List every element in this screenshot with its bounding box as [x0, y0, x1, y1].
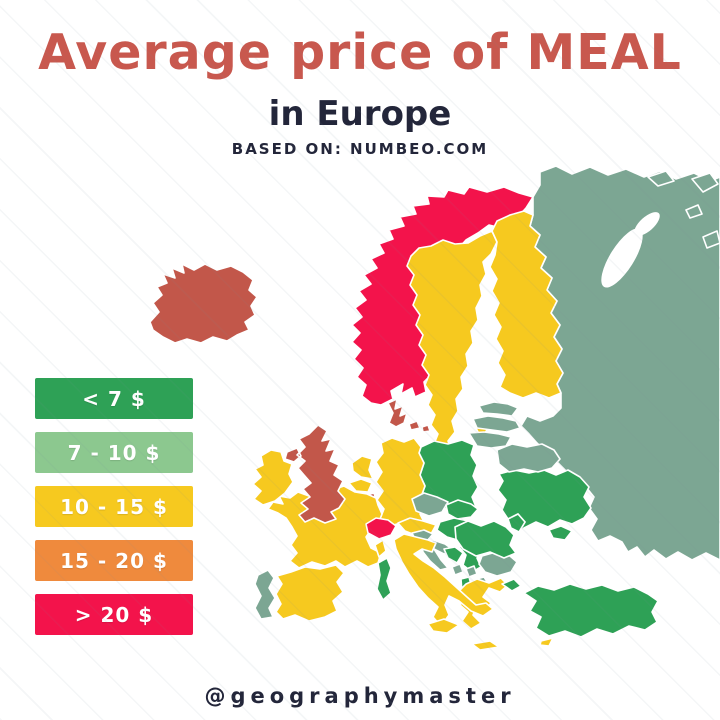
- legend-item-15-20: 15 - 20 $: [35, 540, 193, 581]
- legend-label: 10 - 15 $: [60, 494, 168, 519]
- country-belgium: [348, 478, 373, 493]
- country-bosnia: [443, 546, 464, 564]
- country-crete: [471, 640, 500, 651]
- legend-label: < 7 $: [82, 386, 146, 411]
- country-turkey: [501, 578, 659, 638]
- country-cyprus: [539, 637, 554, 647]
- legend-item-over-20: > 20 $: [35, 594, 193, 635]
- country-corsica: [374, 539, 387, 558]
- country-arctic-islands: [647, 170, 720, 249]
- country-crimea: [548, 525, 573, 541]
- country-switzerland: [365, 517, 397, 540]
- white-sea: [601, 228, 643, 288]
- page-title: Average price of MEAL: [38, 24, 682, 81]
- legend-label: 7 - 10 $: [67, 440, 161, 465]
- source-note: BASED ON: NUMBEO.COM: [231, 140, 489, 158]
- country-spain: [275, 564, 345, 622]
- country-kosovo: [465, 565, 478, 578]
- legend-item-10-15: 10 - 15 $: [35, 486, 193, 527]
- legend: < 7 $ 7 - 10 $ 10 - 15 $ 15 - 20 $ > 20 …: [35, 378, 193, 648]
- page-subtitle: in Europe: [268, 94, 452, 134]
- country-czechia: [411, 492, 449, 517]
- country-romania: [454, 520, 517, 559]
- country-belarus: [496, 443, 561, 473]
- credit-handle: @geographymaster: [204, 684, 516, 708]
- country-uk: [284, 424, 346, 524]
- country-germany: [375, 437, 428, 528]
- country-portugal: [254, 569, 276, 620]
- white-sea-entrance: [634, 212, 660, 236]
- country-ireland: [252, 449, 294, 506]
- country-denmark: [387, 398, 431, 433]
- legend-label: 15 - 20 $: [60, 548, 168, 573]
- country-italy: [393, 533, 494, 627]
- country-netherlands: [351, 455, 374, 480]
- country-sicily: [427, 618, 460, 634]
- country-sardinia: [376, 557, 392, 601]
- country-iceland: [149, 263, 258, 344]
- legend-item-7-10: 7 - 10 $: [35, 432, 193, 473]
- country-slovakia: [445, 499, 479, 520]
- country-latvia: [472, 415, 521, 433]
- country-moldova: [507, 513, 526, 533]
- country-estonia: [478, 401, 519, 417]
- country-france: [267, 485, 383, 569]
- legend-item-under-7: < 7 $: [35, 378, 193, 419]
- country-lithuania: [468, 431, 512, 449]
- country-montenegro: [451, 563, 464, 576]
- legend-label: > 20 $: [74, 602, 154, 627]
- country-finland: [489, 210, 564, 399]
